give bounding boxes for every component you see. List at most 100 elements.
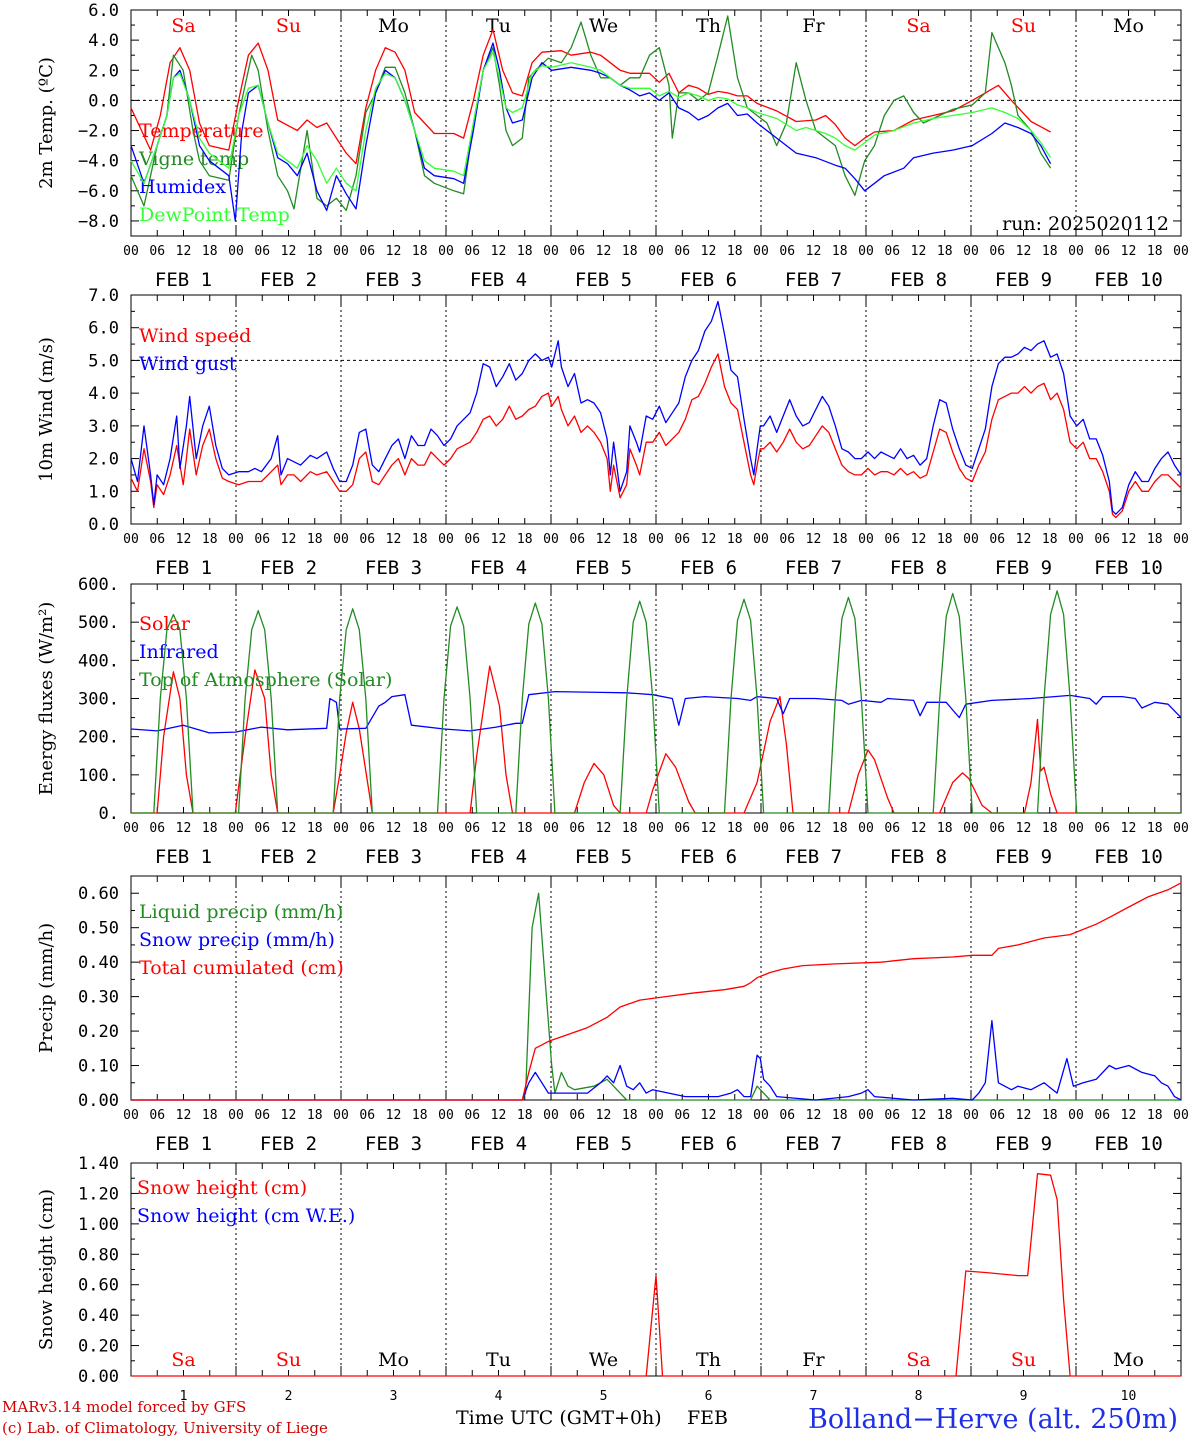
x-hour-label: 12 [1121,821,1137,836]
x-hour-label: 18 [1147,532,1163,547]
legend-entry: Humidex [139,176,226,198]
x-hour-label: 18 [727,532,743,547]
x-hour-label: 12 [911,821,927,836]
x-hour-label: 06 [359,1108,375,1123]
day-number-label: 2 [285,1389,293,1404]
series-line-infrared [130,690,1182,734]
x-hour-label: 00 [1068,1108,1084,1123]
x-hour-label: 18 [1147,244,1163,259]
x-hour-label: 18 [202,1108,218,1123]
x-hour-label: 18 [517,532,533,547]
x-hour-label: 00 [123,1108,139,1123]
x-hour-label: 18 [727,821,743,836]
day-number-label: 8 [915,1389,923,1404]
series-line-wind-speed [130,353,1182,519]
x-axis-label: Time UTC (GMT+0h) [456,1407,662,1429]
x-hour-label: 00 [753,244,769,259]
x-hour-label: 12 [176,1108,192,1123]
x-hour-label: 00 [1173,821,1189,836]
x-date-label: FEB 4 [470,1133,527,1155]
weekday-label: Sa [906,15,930,37]
y-tick-label: 1.40 [78,1154,119,1174]
x-hour-label: 18 [1042,244,1058,259]
x-hour-label: 06 [254,821,270,836]
credit-line-1: MARv3.14 model forced by GFS [2,1398,246,1416]
y-axis-label: Energy fluxes (W/m²) [36,602,57,796]
weekday-label: Fr [802,1349,825,1371]
x-date-label: FEB 10 [1094,1133,1163,1155]
x-hour-label: 00 [858,244,874,259]
weekday-label: Th [696,1349,721,1371]
x-hour-label: 00 [963,821,979,836]
x-hour-label: 18 [412,244,428,259]
x-hour-label: 00 [858,1108,874,1123]
x-hour-label: 06 [149,532,165,547]
x-hour-label: 12 [386,532,402,547]
x-hour-label: 12 [1121,1108,1137,1123]
x-date-label: FEB 6 [680,846,737,868]
x-date-label: FEB 9 [995,269,1052,291]
x-date-label: FEB 6 [680,557,737,579]
x-hour-label: 18 [307,244,323,259]
series-line-total-cumulated-cm- [131,881,1182,1101]
x-hour-label: 06 [1094,244,1110,259]
x-date-label: FEB 2 [260,846,317,868]
day-number-label: 4 [495,1389,503,1404]
x-hour-label: 18 [832,244,848,259]
x-hour-label: 12 [491,821,507,836]
x-hour-label: 12 [596,821,612,836]
x-hour-label: 18 [832,1108,848,1123]
x-hour-label: 06 [989,1108,1005,1123]
x-date-label: FEB 5 [575,1133,632,1155]
x-hour-label: 18 [832,532,848,547]
x-hour-label: 18 [937,1108,953,1123]
y-tick-label: 0. [99,804,119,824]
x-hour-label: 06 [359,244,375,259]
x-date-label: FEB 6 [680,269,737,291]
x-hour-label: 12 [701,532,717,547]
x-hour-label: 06 [569,1108,585,1123]
y-tick-label: 0.30 [78,988,119,1008]
x-hour-label: 12 [176,821,192,836]
y-tick-label: 2.0 [88,450,119,470]
legend-entry: Wind gust [139,353,237,375]
x-hour-label: 00 [123,244,139,259]
weekday-label: Su [276,15,301,37]
x-date-label: FEB 4 [470,269,527,291]
day-number-label: 6 [705,1389,713,1404]
legend-entry: Top of Atmosphere (Solar) [139,669,392,691]
x-date-label: FEB 8 [890,269,947,291]
x-hour-label: 00 [438,1108,454,1123]
y-tick-label: 0.20 [78,1022,119,1042]
x-hour-label: 18 [202,532,218,547]
y-tick-label: 5.0 [88,351,119,371]
y-tick-label: 600. [78,575,119,595]
x-hour-label: 00 [753,532,769,547]
y-tick-label: 0.00 [78,1091,119,1111]
x-hour-label: 12 [701,1108,717,1123]
x-date-label: FEB 5 [575,269,632,291]
x-hour-label: 12 [701,244,717,259]
x-hour-label: 18 [622,1108,638,1123]
x-hour-label: 12 [386,1108,402,1123]
y-tick-label: 100. [78,766,119,786]
y-axis-label: 2m Temp. (ºC) [36,57,57,189]
x-hour-label: 06 [569,532,585,547]
x-hour-label: 18 [727,1108,743,1123]
y-tick-label: 0.10 [78,1057,119,1077]
series-line-wind-gust [130,300,1182,515]
x-hour-label: 12 [596,1108,612,1123]
day-number-label: 7 [810,1389,818,1404]
legend-entry: Snow precip (mm/h) [139,929,335,951]
series-line-snow-precip-mm-h- [131,1020,1182,1101]
x-hour-label: 12 [911,532,927,547]
x-hour-label: 12 [386,244,402,259]
x-hour-label: 12 [701,821,717,836]
x-hour-label: 12 [806,244,822,259]
weekday-label: Th [696,15,721,37]
y-tick-label: 500. [78,613,119,633]
x-hour-label: 06 [254,532,270,547]
x-hour-label: 12 [1121,532,1137,547]
x-hour-label: 06 [254,1108,270,1123]
